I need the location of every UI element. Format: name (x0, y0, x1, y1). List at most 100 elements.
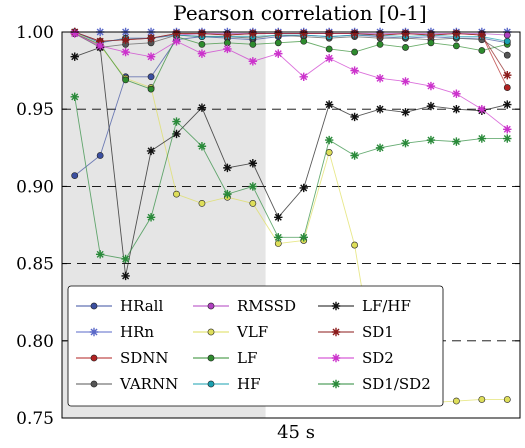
data-point-11-16 (477, 134, 487, 143)
data-point-11-0 (70, 92, 79, 102)
data-point-5-5 (198, 199, 206, 207)
legend-swatch-marker-4 (207, 302, 215, 310)
legend-entry-7: HF (193, 375, 261, 393)
y-tick-label-0: 0.75 (16, 409, 54, 429)
series-line-11 (74, 96, 508, 260)
data-point-11-15 (452, 137, 461, 146)
series-line-10 (74, 33, 508, 130)
data-point-0-1 (96, 152, 104, 159)
data-point-9-10 (324, 29, 334, 38)
data-point-6-12 (376, 40, 384, 48)
legend-label-1: HRn (120, 323, 154, 341)
data-point-8-5 (197, 103, 207, 112)
data-point-0-0 (71, 172, 79, 179)
data-point-9-2 (121, 35, 130, 44)
data-point-6-14 (427, 39, 435, 47)
data-point-6-10 (325, 45, 333, 53)
data-point-8-12 (375, 105, 385, 114)
data-point-8-13 (401, 108, 410, 117)
data-point-11-7 (248, 182, 258, 191)
data-point-5-15 (452, 397, 460, 405)
data-point-6-3 (147, 85, 155, 93)
data-point-6-11 (351, 48, 359, 56)
data-point-9-13 (401, 29, 410, 38)
data-point-10-8 (274, 49, 283, 58)
y-tick-label-5: 1.00 (16, 23, 54, 43)
data-point-9-15 (452, 29, 461, 38)
data-point-11-2 (121, 254, 130, 264)
data-point-0-3 (147, 73, 155, 81)
data-point-8-7 (248, 159, 258, 168)
legend-swatch-marker-9 (331, 327, 341, 337)
y-tick-label-1: 0.80 (16, 332, 54, 352)
data-point-6-5 (198, 40, 206, 48)
tick-layer: 0.75 0.80 0.85 0.90 0.95 1.00 (16, 23, 520, 429)
data-point-5-7 (249, 199, 257, 207)
data-point-10-16 (477, 105, 487, 114)
data-point-9-5 (197, 29, 207, 38)
legend-entry-1: HRn (76, 323, 154, 341)
data-point-8-10 (324, 100, 334, 109)
data-point-7-17 (503, 37, 511, 45)
legend-box (67, 285, 444, 407)
legend-label-3: VARNN (119, 375, 178, 393)
data-point-8-2 (121, 271, 130, 281)
data-point-5-4 (173, 190, 180, 198)
data-point-10-12 (375, 74, 385, 83)
legend-swatch-marker-3 (90, 380, 98, 388)
legend-entry-9: SD1 (318, 323, 394, 341)
data-point-9-6 (223, 30, 232, 40)
data-point-10-2 (121, 47, 130, 57)
data-point-2-17 (503, 84, 511, 91)
data-point-6-13 (402, 44, 409, 51)
data-point-5-11 (351, 241, 359, 249)
data-point-8-11 (350, 112, 359, 122)
data-point-10-0 (70, 29, 79, 38)
data-point-11-17 (503, 134, 512, 143)
y-tick-label-4: 0.95 (16, 100, 54, 120)
data-point-4-17 (503, 31, 511, 39)
legend-label-0: HRall (120, 297, 163, 315)
data-point-9-17 (503, 71, 512, 80)
legend-swatch-marker-6 (207, 354, 215, 362)
data-point-8-6 (223, 163, 232, 173)
series-11 (70, 92, 512, 264)
y-tick-label-3: 0.90 (16, 177, 54, 197)
data-point-10-3 (146, 52, 156, 61)
data-point-8-0 (70, 52, 79, 61)
legend-label-4: RMSSD (237, 297, 296, 315)
data-point-11-5 (197, 142, 207, 151)
data-point-9-11 (350, 29, 359, 38)
legend-entry-5: VLF (193, 323, 268, 341)
data-point-6-7 (249, 40, 257, 48)
series-line-6 (74, 33, 508, 90)
data-point-5-16 (478, 396, 486, 403)
data-point-8-17 (503, 100, 512, 109)
data-point-10-7 (248, 57, 258, 66)
legend-label-10: SD2 (362, 349, 394, 367)
data-point-9-16 (477, 30, 487, 40)
legend-entry-2: SDNN (76, 349, 169, 367)
data-point-11-12 (375, 143, 385, 152)
data-point-9-14 (426, 30, 436, 40)
legend-label-5: VLF (236, 323, 268, 341)
data-point-11-14 (426, 135, 436, 145)
data-point-8-14 (426, 101, 436, 111)
data-point-6-9 (300, 37, 308, 45)
legend-entry-0: HRall (76, 297, 163, 315)
data-point-5-17 (503, 396, 511, 403)
data-point-10-4 (172, 37, 181, 46)
data-point-11-13 (401, 138, 410, 148)
legend-label-6: LF (237, 349, 257, 367)
legend-swatch-marker-5 (207, 328, 215, 336)
legend-entry-11: SD1/SD2 (318, 375, 431, 393)
data-point-11-9 (299, 233, 308, 242)
data-point-10-11 (350, 66, 359, 75)
legend-label-9: SD1 (362, 323, 394, 341)
legend-label-11: SD1/SD2 (362, 375, 431, 393)
legend-swatch-marker-10 (331, 353, 341, 363)
legend-label-7: HF (237, 375, 261, 393)
legend-entry-10: SD2 (318, 349, 394, 367)
